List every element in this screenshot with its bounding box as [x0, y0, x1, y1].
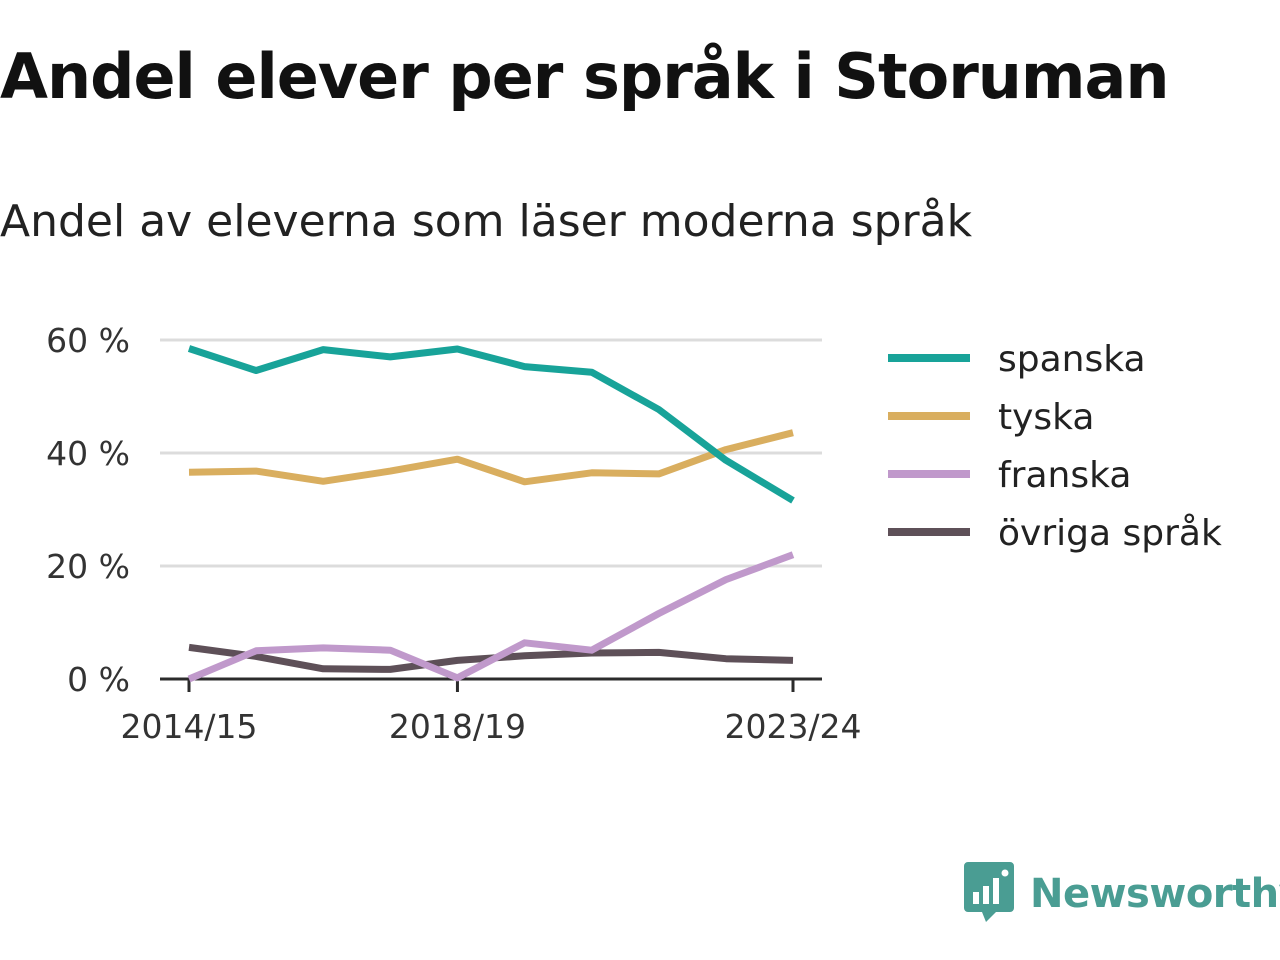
y-tick-label: 40 %: [46, 434, 130, 473]
series-line-tyska: [188, 429, 794, 486]
brand-name: Newsworthy: [1030, 871, 1280, 917]
legend: spanska tyska franska övriga språk: [888, 339, 1222, 554]
y-tick-label: 60 %: [46, 321, 130, 360]
series-line-spanska: [187, 345, 795, 504]
legend-label: franska: [998, 455, 1131, 496]
x-tick-label: 2018/19: [389, 707, 526, 746]
series-lines: [187, 345, 795, 683]
brand-logo: Newsworthy: [964, 862, 1280, 926]
axes: 0 % 20 % 40 % 60 % 2014/15 2018/19 2023/24: [46, 321, 861, 746]
newsworthy-logo-icon: [964, 862, 1014, 926]
legend-label: övriga språk: [998, 513, 1222, 554]
x-tick-label: 2014/15: [120, 707, 257, 746]
y-tick-label: 0 %: [67, 660, 130, 699]
chart-subtitle: Andel av eleverna som läser moderna språ…: [0, 196, 973, 247]
legend-label: tyska: [998, 397, 1094, 438]
legend-label: spanska: [998, 339, 1146, 380]
chart-title: Andel elever per språk i Storuman: [0, 40, 1169, 113]
series-line-franska: [187, 551, 795, 683]
x-tick-label: 2023/24: [724, 707, 861, 746]
y-tick-label: 20 %: [46, 547, 130, 586]
